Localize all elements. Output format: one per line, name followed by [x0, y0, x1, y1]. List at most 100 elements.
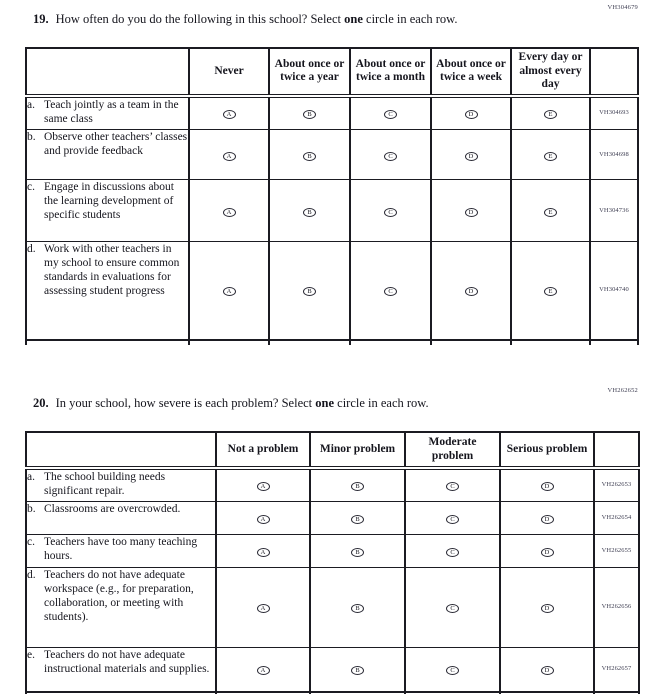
option-cell: D [499, 533, 595, 568]
option-cell: B [309, 533, 406, 568]
question20-matrix-table: Not a problem Minor problem Moderate pro… [25, 431, 640, 694]
row-label-cell: c. Engage in discussions about the learni… [25, 179, 190, 242]
row-label: Engage in discussions about the learning… [44, 181, 174, 221]
option-cell: C [404, 646, 501, 693]
row-label: Classrooms are overcrowded. [44, 502, 181, 515]
answer-circle[interactable]: B [351, 514, 364, 524]
question20-text-pre: In your school, how severe is each probl… [55, 396, 316, 410]
answer-circle[interactable]: C [446, 547, 459, 557]
table-row: d. Teachers do not have adequate workspac… [25, 566, 640, 648]
row-label: Observe other teachers’ classes and prov… [44, 131, 188, 157]
option-cell: C [349, 241, 432, 341]
answer-circle[interactable]: B [303, 110, 316, 120]
option-cell: B [309, 500, 406, 535]
option-cell: A [215, 500, 311, 535]
answer-circle[interactable]: A [222, 287, 236, 297]
header-empty [25, 47, 190, 98]
column-header-month: About once or twice a month [349, 47, 432, 98]
answer-circle[interactable]: D [464, 207, 478, 217]
answer-circle[interactable]: A [256, 482, 270, 492]
row-label: Work with other teachers in my school to… [44, 243, 180, 297]
header-code-empty [593, 431, 640, 470]
row-letter: c. [27, 181, 35, 193]
row-label-cell: e. Teachers do not have adequate instruct… [25, 646, 217, 693]
row-label: Teachers do not have adequate instructio… [44, 648, 210, 675]
row-code: VH262655 [593, 533, 640, 568]
answer-circle[interactable]: B [351, 482, 364, 492]
answer-circle[interactable]: B [303, 287, 316, 297]
answer-circle[interactable]: E [544, 110, 557, 120]
option-cell: C [404, 500, 501, 535]
row-label-cell: d. Teachers do not have adequate workspac… [25, 566, 217, 648]
answer-circle[interactable]: A [256, 604, 270, 613]
answer-circle[interactable]: D [540, 604, 554, 613]
option-cell: B [268, 95, 351, 130]
option-cell: D [499, 467, 595, 502]
row-label: The school building needs significant re… [44, 471, 166, 497]
header-code-empty [589, 47, 639, 98]
answer-circle[interactable]: C [384, 287, 397, 297]
option-cell: B [309, 566, 406, 648]
answer-circle[interactable]: D [540, 482, 554, 492]
answer-circle[interactable]: C [446, 604, 459, 613]
question19-matrix-table: Never About once or twice a year About o… [25, 47, 639, 345]
question20-accession-code: VH262652 [607, 387, 638, 394]
header-row: Not a problem Minor problem Moderate pro… [25, 431, 640, 470]
column-header-not-a-problem: Not a problem [215, 431, 311, 470]
column-header-year: About once or twice a year [268, 47, 351, 98]
answer-circle[interactable]: B [351, 547, 364, 557]
row-label: Teachers have too many teaching hours. [44, 535, 198, 562]
option-cell: D [499, 500, 595, 535]
option-cell: A [215, 533, 311, 568]
answer-circle[interactable]: D [540, 666, 554, 676]
answer-circle[interactable]: C [446, 514, 459, 524]
answer-circle[interactable]: D [540, 514, 554, 524]
answer-circle[interactable]: C [446, 482, 459, 492]
option-cell: E [510, 129, 591, 180]
answer-circle[interactable]: E [544, 207, 557, 217]
answer-circle[interactable]: C [384, 151, 397, 161]
question20-text-bold: one [315, 396, 335, 410]
option-cell: B [309, 467, 406, 502]
option-cell: A [188, 95, 270, 130]
option-cell: C [404, 533, 501, 568]
answer-circle[interactable]: C [446, 666, 459, 676]
answer-circle[interactable]: D [464, 151, 478, 161]
answer-circle[interactable]: B [303, 151, 316, 161]
answer-circle[interactable]: A [222, 207, 236, 217]
column-header-serious: Serious problem [499, 431, 595, 470]
option-cell: D [430, 129, 512, 180]
answer-circle[interactable]: A [256, 547, 270, 557]
answer-circle[interactable]: A [222, 151, 236, 161]
row-label: Teach jointly as a team in the same clas… [44, 98, 179, 125]
answer-circle[interactable]: E [544, 151, 557, 161]
option-cell: D [430, 179, 512, 242]
answer-circle[interactable]: D [464, 287, 478, 297]
table-column-tail [25, 692, 640, 694]
row-code: VH262657 [593, 646, 640, 693]
option-cell: E [510, 241, 591, 341]
table-row: b. Observe other teachers’ classes and pr… [25, 129, 639, 180]
answer-circle[interactable]: A [222, 110, 236, 120]
answer-circle[interactable]: A [256, 666, 270, 676]
answer-circle[interactable]: B [351, 666, 364, 676]
option-cell: A [215, 566, 311, 648]
answer-circle[interactable]: A [256, 514, 270, 524]
row-code: VH262653 [593, 467, 640, 502]
option-cell: A [215, 467, 311, 502]
option-cell: A [188, 179, 270, 242]
answer-circle[interactable]: C [384, 110, 397, 120]
row-code: VH304698 [589, 129, 639, 180]
table-row: c. Engage in discussions about the learni… [25, 179, 639, 242]
column-header-moderate: Moderate problem [404, 431, 501, 470]
row-label-cell: a. Teach jointly as a team in the same cl… [25, 95, 190, 130]
answer-circle[interactable]: D [464, 110, 478, 120]
answer-circle[interactable]: B [351, 604, 364, 613]
row-code: VH304693 [589, 95, 639, 130]
answer-circle[interactable]: E [544, 287, 557, 297]
question20-text-post: circle in each row. [334, 396, 429, 410]
answer-circle[interactable]: C [384, 207, 397, 217]
answer-circle[interactable]: D [540, 547, 554, 557]
answer-circle[interactable]: B [303, 207, 316, 217]
